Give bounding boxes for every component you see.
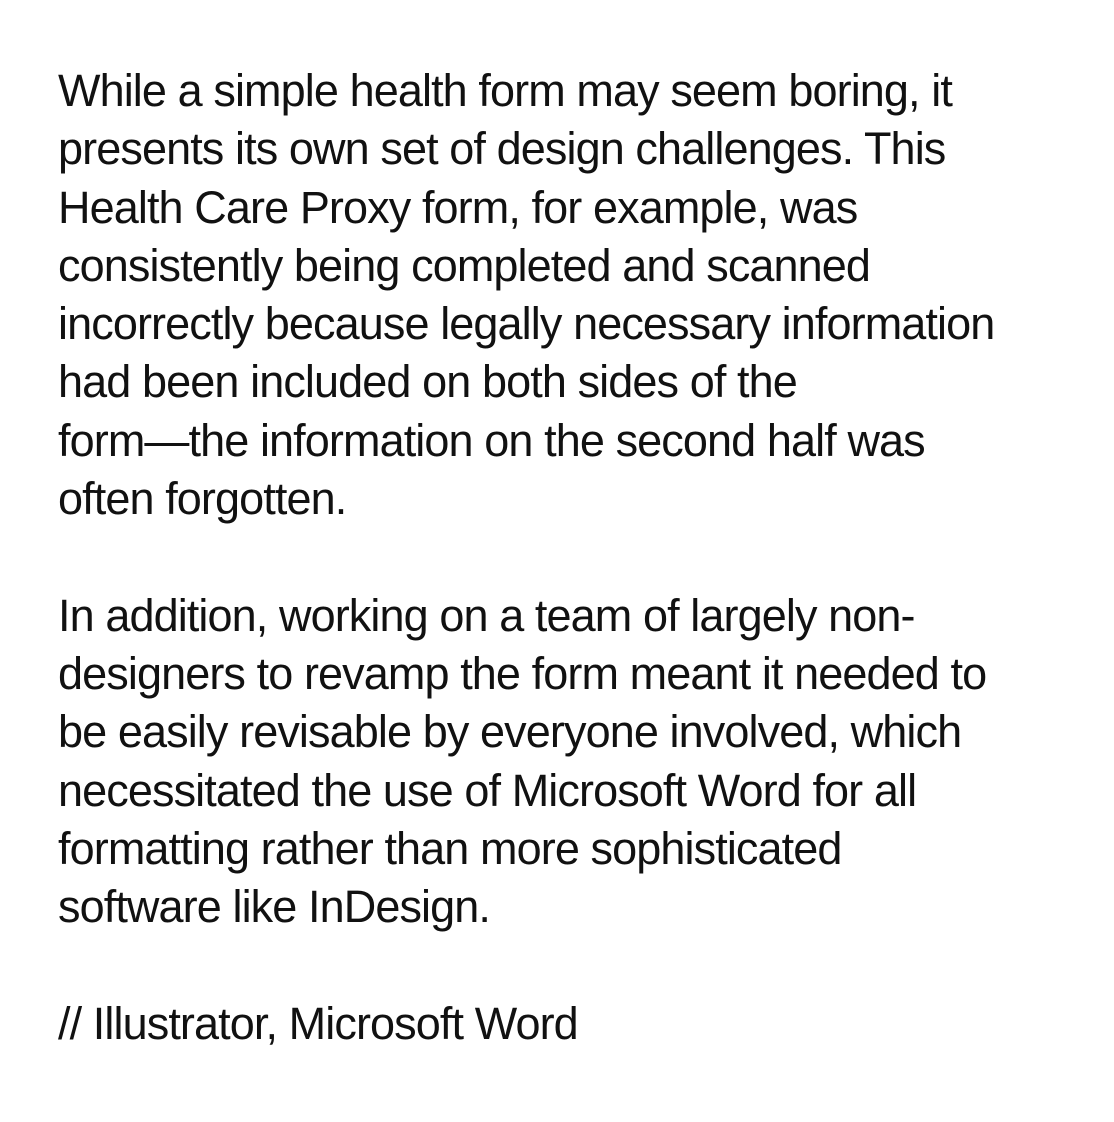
text-line: form—the information on the second half …	[58, 414, 926, 466]
tools-credit: // Illustrator, Microsoft Word	[58, 995, 1098, 1053]
text-line: While a simple health form may seem bori…	[58, 65, 953, 116]
process-paragraph: In addition, working on a team of largel…	[58, 587, 1098, 937]
text-line: incorrectly because legally necessary in…	[58, 298, 995, 350]
project-description: While a simple health form may seem bori…	[58, 62, 1098, 1053]
text-line: software like InDesign.	[58, 881, 491, 933]
text-line: be easily revisable by everyone involved…	[58, 706, 962, 758]
text-line: necessitated the use of Microsoft Word f…	[58, 764, 917, 816]
text-line: often forgotten.	[58, 473, 347, 525]
text-line: formatting rather than more sophisticate…	[58, 822, 842, 874]
text-line: // Illustrator, Microsoft Word	[58, 997, 579, 1049]
text-line: had been included on both sides of the	[58, 356, 798, 408]
text-line: Health Care Proxy form, for example, was	[58, 181, 858, 233]
text-line: consistently being completed and scanned	[58, 239, 871, 291]
text-line: In addition, working on a team of largel…	[58, 589, 916, 641]
intro-paragraph: While a simple health form may seem bori…	[58, 62, 1098, 528]
text-line: presents its own set of design challenge…	[58, 123, 946, 175]
text-line: designers to revamp the form meant it ne…	[58, 647, 987, 699]
